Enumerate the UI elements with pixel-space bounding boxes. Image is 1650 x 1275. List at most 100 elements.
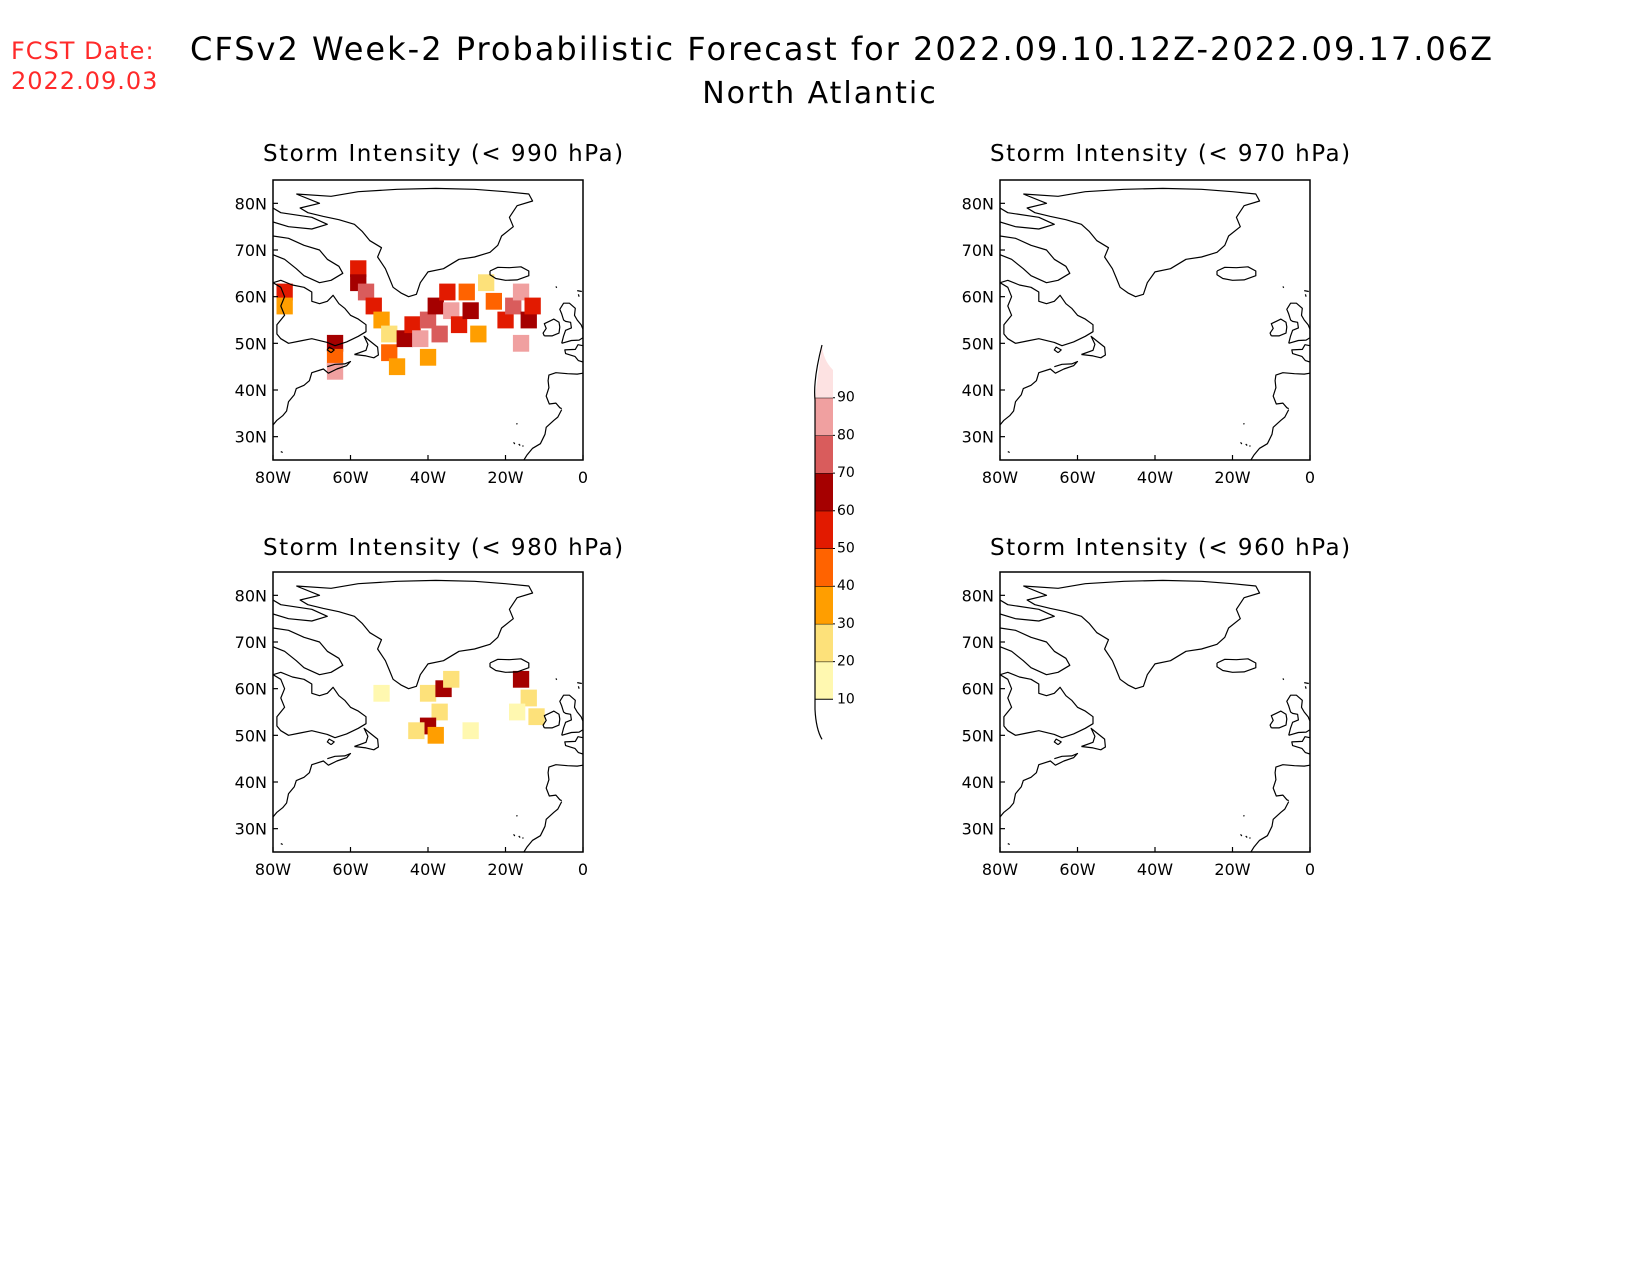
coastline xyxy=(1282,678,1285,681)
probability-cell xyxy=(373,311,390,329)
probability-cell xyxy=(350,260,367,278)
coastline xyxy=(273,671,367,739)
y-tick-label: 80N xyxy=(235,194,267,213)
coastline xyxy=(1304,682,1309,685)
probability-cell xyxy=(505,297,522,315)
coastline xyxy=(1023,187,1261,298)
coastline xyxy=(1053,738,1062,746)
coastline xyxy=(545,372,583,410)
panel-title-960: Storm Intensity (< 960 hPa) xyxy=(990,535,1352,561)
map-frame xyxy=(999,179,1311,461)
y-tick-label: 40N xyxy=(962,381,994,400)
probability-cell xyxy=(365,297,382,315)
coastline xyxy=(577,294,580,297)
coastline xyxy=(280,843,283,846)
x-tick-label: 0 xyxy=(1305,860,1315,879)
coastline xyxy=(354,335,379,359)
coastline xyxy=(1249,445,1251,447)
probability-cell xyxy=(528,708,545,726)
x-tick-label: 80W xyxy=(982,860,1018,879)
probability-cell xyxy=(497,311,514,329)
color-legend: 10 20 30 40 50 60 70 80 90 xyxy=(814,344,855,740)
y-tick-label: 50N xyxy=(235,726,267,745)
probability-cell xyxy=(419,684,437,702)
y-tick-label: 30N xyxy=(235,428,267,447)
colorbar-segment xyxy=(815,473,833,511)
probability-cell xyxy=(462,722,479,740)
coastline xyxy=(1243,423,1245,425)
colorbar-label: 70 xyxy=(837,465,855,481)
x-tick-label: 40W xyxy=(410,468,446,487)
y-tick-label: 40N xyxy=(962,773,994,792)
coastline xyxy=(296,187,534,298)
coastline xyxy=(555,286,558,289)
colorbar-segment xyxy=(815,510,833,549)
map-body xyxy=(273,187,583,460)
colorbar-label: 30 xyxy=(837,616,855,632)
coastline xyxy=(559,694,583,736)
y-tick-label: 70N xyxy=(235,633,267,652)
coastline xyxy=(280,451,283,454)
probability-cell xyxy=(427,726,444,744)
probability-cell xyxy=(326,348,344,366)
x-tick-label: 60W xyxy=(332,468,368,487)
panel-title-980: Storm Intensity (< 980 hPa) xyxy=(263,535,625,561)
coastline xyxy=(1081,727,1106,751)
x-tick-label: 40W xyxy=(1137,468,1173,487)
coastline xyxy=(273,235,344,284)
probability-cell xyxy=(512,283,530,301)
coastline xyxy=(542,318,561,337)
coastline xyxy=(542,710,561,729)
coastline xyxy=(1000,360,1079,426)
coastline xyxy=(1304,686,1307,689)
coastline xyxy=(1000,235,1071,284)
coastline xyxy=(273,752,352,818)
map-body xyxy=(1000,187,1310,460)
page-title: CFSv2 Week-2 Probabilistic Forecast for … xyxy=(190,30,1495,68)
coastline xyxy=(1269,710,1288,729)
coastline xyxy=(1240,833,1243,837)
x-tick-label: 60W xyxy=(332,860,368,879)
probability-cell xyxy=(520,311,537,329)
probability-cell xyxy=(412,330,429,348)
coastline xyxy=(577,686,580,689)
coastline xyxy=(1000,279,1094,347)
coastline xyxy=(1249,837,1251,839)
coastline xyxy=(273,279,367,347)
probability-cell xyxy=(462,302,479,320)
coastline xyxy=(1269,318,1288,337)
y-tick-label: 40N xyxy=(235,381,267,400)
coastline xyxy=(516,423,518,425)
colorbar-label: 20 xyxy=(837,654,855,670)
coastline xyxy=(1007,451,1010,454)
colorbar-segment xyxy=(815,661,833,700)
coastline xyxy=(1216,658,1257,673)
probability-cell xyxy=(431,325,448,343)
colorbar-segment xyxy=(815,397,833,436)
coastline xyxy=(273,360,352,426)
coastline xyxy=(513,833,516,837)
colorbar-segment xyxy=(815,586,833,624)
colorbar-label: 90 xyxy=(837,390,855,406)
x-tick-label: 80W xyxy=(255,860,291,879)
y-tick-label: 50N xyxy=(235,334,267,353)
coastline xyxy=(577,290,582,293)
colorbar-label: 80 xyxy=(837,427,855,443)
colorbar-label: 40 xyxy=(837,578,855,594)
probability-cell xyxy=(439,283,456,301)
y-tick-label: 60N xyxy=(235,680,267,699)
probability-cell xyxy=(381,344,398,362)
coastline xyxy=(516,815,518,817)
y-tick-label: 60N xyxy=(962,288,994,307)
probability-cell xyxy=(443,670,460,688)
probability-cell xyxy=(276,297,293,315)
coastline xyxy=(564,736,583,755)
coastline xyxy=(1250,409,1290,460)
probability-cell xyxy=(419,311,437,329)
coastline xyxy=(273,627,344,676)
y-tick-label: 70N xyxy=(962,633,994,652)
y-tick-label: 80N xyxy=(962,194,994,213)
coastline xyxy=(1245,835,1248,838)
y-tick-label: 60N xyxy=(962,680,994,699)
map-panel-980: 80W 60W 40W 20W 0 80N 70N 60N 50N 40N 30N xyxy=(235,571,588,879)
